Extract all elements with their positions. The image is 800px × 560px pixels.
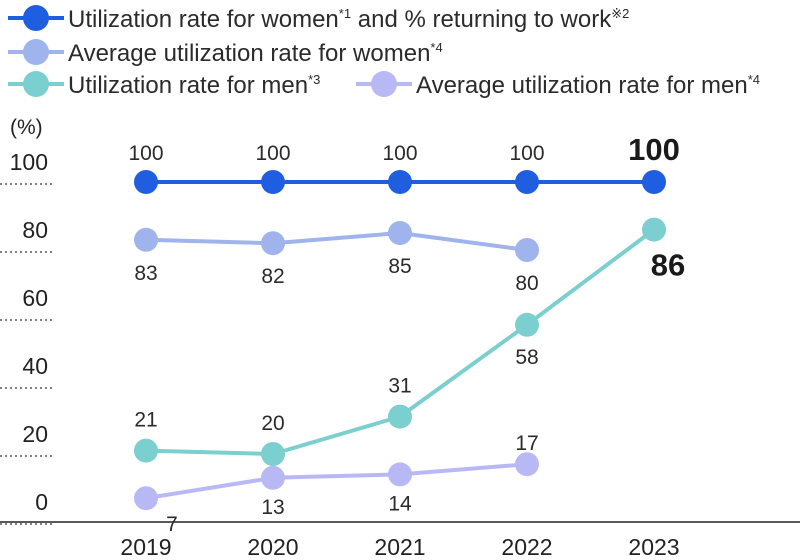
series-1: 100 100 100 100 100	[128, 132, 680, 194]
data-label: 80	[515, 272, 538, 295]
legend-label: Utilization rate for men*3	[68, 72, 320, 99]
data-label: 13	[261, 496, 284, 519]
data-point	[515, 170, 539, 194]
y-tick-label: 20	[22, 421, 48, 447]
x-tick-label: 2022	[501, 534, 552, 560]
series-4: 7 13 14 17	[134, 432, 539, 536]
data-label: 100	[509, 142, 544, 165]
data-point	[134, 227, 158, 252]
data-point	[134, 486, 158, 511]
legend-item-4: Average utilization rate for men*4	[356, 71, 760, 99]
legend: Utilization rate for women*1 and % retur…	[8, 5, 760, 99]
data-point	[388, 404, 412, 429]
data-point	[642, 170, 666, 194]
data-point	[388, 170, 412, 194]
data-point	[261, 231, 285, 256]
y-tick-label: 80	[22, 217, 48, 243]
data-point	[134, 438, 158, 463]
data-label: 21	[134, 409, 157, 432]
series-2: 83 82 85 80	[134, 221, 539, 295]
data-label: 7	[166, 513, 178, 536]
data-label: 100	[255, 142, 290, 165]
y-axis: (%) 0 20 40 60 80 100	[0, 116, 52, 525]
data-label: 100	[628, 132, 680, 167]
data-label: 86	[651, 248, 685, 283]
plot-area: 100 100 100 100 100 83 82 85 80 21 20 31 58 86 7 13 14 17	[128, 132, 685, 536]
data-label: 31	[388, 375, 411, 398]
legend-item-3: Utilization rate for men*3	[8, 71, 320, 99]
data-point	[261, 170, 285, 194]
data-point	[642, 217, 666, 242]
data-point	[515, 452, 539, 477]
legend-label: Average utilization rate for men*4	[416, 72, 760, 99]
legend-marker	[371, 71, 397, 97]
series-3: 21 20 31 58 86	[134, 217, 685, 466]
series-line	[145, 462, 528, 501]
data-label: 58	[515, 346, 538, 369]
series-line	[145, 231, 528, 252]
data-label: 82	[261, 265, 284, 288]
data-label: 83	[134, 262, 157, 285]
data-point	[388, 221, 412, 245]
data-point	[515, 312, 539, 337]
data-point	[388, 462, 412, 487]
y-axis-unit: (%)	[10, 116, 43, 139]
data-point	[261, 442, 285, 466]
legend-marker	[23, 39, 49, 65]
data-label: 14	[388, 492, 412, 515]
data-label: 100	[128, 142, 163, 165]
data-label: 20	[261, 412, 284, 435]
data-point	[261, 465, 285, 490]
x-tick-label: 2019	[120, 534, 171, 560]
data-label: 100	[382, 142, 417, 165]
data-point	[515, 238, 539, 262]
y-tick-label: 60	[22, 285, 48, 311]
x-tick-label: 2021	[374, 534, 425, 560]
x-tick-label: 2023	[628, 534, 679, 560]
y-tick-label: 100	[10, 149, 48, 175]
y-tick-label: 40	[22, 353, 48, 379]
legend-marker	[23, 71, 49, 97]
x-axis: 2019 2020 2021 2022 2023	[0, 521, 800, 560]
legend-marker	[23, 5, 49, 31]
legend-label: Average utilization rate for women*4	[68, 40, 443, 67]
data-label: 17	[515, 432, 538, 455]
y-tick-label: 0	[35, 489, 48, 515]
x-tick-label: 2020	[247, 534, 298, 560]
legend-item-1: Utilization rate for women*1 and % retur…	[8, 5, 629, 33]
legend-item-2: Average utilization rate for women*4	[8, 39, 443, 67]
data-point	[134, 170, 158, 194]
legend-label: Utilization rate for women*1 and % retur…	[68, 6, 629, 33]
data-label: 85	[388, 255, 411, 278]
